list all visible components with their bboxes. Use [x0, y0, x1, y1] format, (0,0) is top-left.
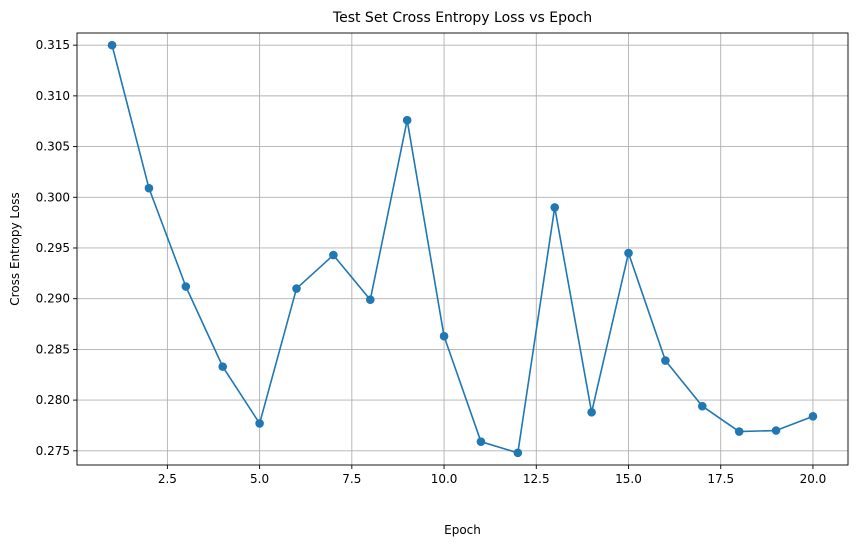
data-point: [402, 115, 412, 125]
y-tick-label: 0.300: [36, 190, 70, 204]
y-tick-label: 0.310: [36, 89, 70, 103]
grid: [77, 33, 848, 465]
y-tick-label: 0.280: [36, 393, 70, 407]
x-tick-label: 15.0: [615, 472, 642, 486]
y-tick-label: 0.305: [36, 140, 70, 154]
plot-frame: [76, 32, 849, 466]
data-point: [587, 407, 596, 417]
data-point: [181, 282, 191, 291]
x-tick-label: 5.0: [250, 472, 269, 486]
data-point: [771, 426, 781, 435]
x-axis-label: Epoch: [444, 523, 481, 537]
x-tick-label: 2.5: [158, 472, 177, 486]
data-point: [107, 40, 117, 50]
plot-background: [77, 33, 848, 465]
data-point: [329, 250, 338, 260]
data-point: [476, 437, 486, 446]
data-point: [513, 448, 523, 458]
data-point: [734, 427, 744, 436]
plot-area: [76, 32, 849, 466]
y-tick-label: 0.275: [36, 444, 70, 458]
y-axis: 0.275 0.280 0.285 0.290 0.295 0.300 0.305 0.310…: [36, 38, 77, 458]
data-point: [218, 362, 228, 371]
data-point: [292, 284, 301, 293]
data-point: [439, 331, 449, 341]
y-tick-label: 0.315: [36, 38, 70, 52]
x-tick-label: 17.5: [707, 472, 734, 486]
series-line: [111, 44, 814, 454]
x-axis: 2.5 5.0 7.5 10.0 12.5 15.0 17.5 20.0: [158, 465, 826, 486]
y-axis-label: Cross Entropy Loss: [8, 192, 22, 305]
x-tick-label: 10.0: [431, 472, 458, 486]
x-tick-label: 7.5: [342, 472, 361, 486]
x-tick-label: 12.5: [523, 472, 550, 486]
data-point: [365, 295, 375, 305]
data-point: [808, 412, 818, 421]
data-point: [550, 203, 560, 212]
series-layer: [107, 40, 818, 458]
data-point: [144, 183, 154, 193]
y-tick-label: 0.295: [36, 241, 70, 255]
x-tick-label: 20.0: [800, 472, 827, 486]
chart-title: Test Set Cross Entropy Loss vs Epoch: [332, 10, 592, 26]
data-point: [697, 401, 707, 411]
y-tick-label: 0.290: [36, 292, 70, 306]
y-tick-label: 0.285: [36, 342, 70, 356]
data-point: [255, 419, 264, 428]
data-point: [661, 356, 670, 365]
data-point: [624, 248, 633, 258]
